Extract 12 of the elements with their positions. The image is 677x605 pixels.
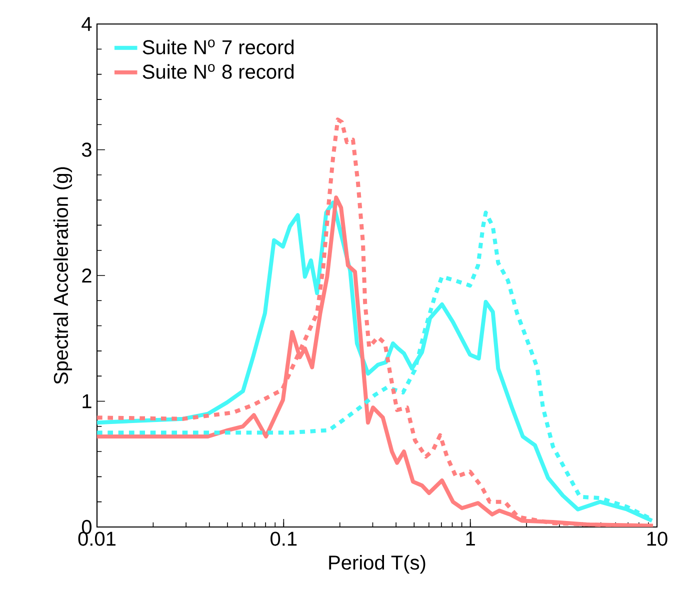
legend-label: Suite N$^{o}$ 7 record	[142, 40, 294, 54]
y-tick-label: 1	[82, 394, 92, 408]
y-tick-label: 4	[82, 17, 92, 31]
legend-label: Suite N$^{o}$ 8 record	[142, 64, 294, 79]
x-tick-label: 1	[466, 532, 475, 546]
x-tick-label: 10	[647, 532, 668, 546]
y-tick-label: 2	[82, 268, 92, 282]
y-axis-title: Spectral Acceleration (g)	[53, 167, 72, 384]
x-tick-label: 0.1	[270, 532, 297, 546]
x-tick-label: 0.01	[78, 532, 116, 546]
y-tick-label: 3	[82, 142, 92, 157]
x-axis-title: Period T(s)	[329, 555, 426, 574]
